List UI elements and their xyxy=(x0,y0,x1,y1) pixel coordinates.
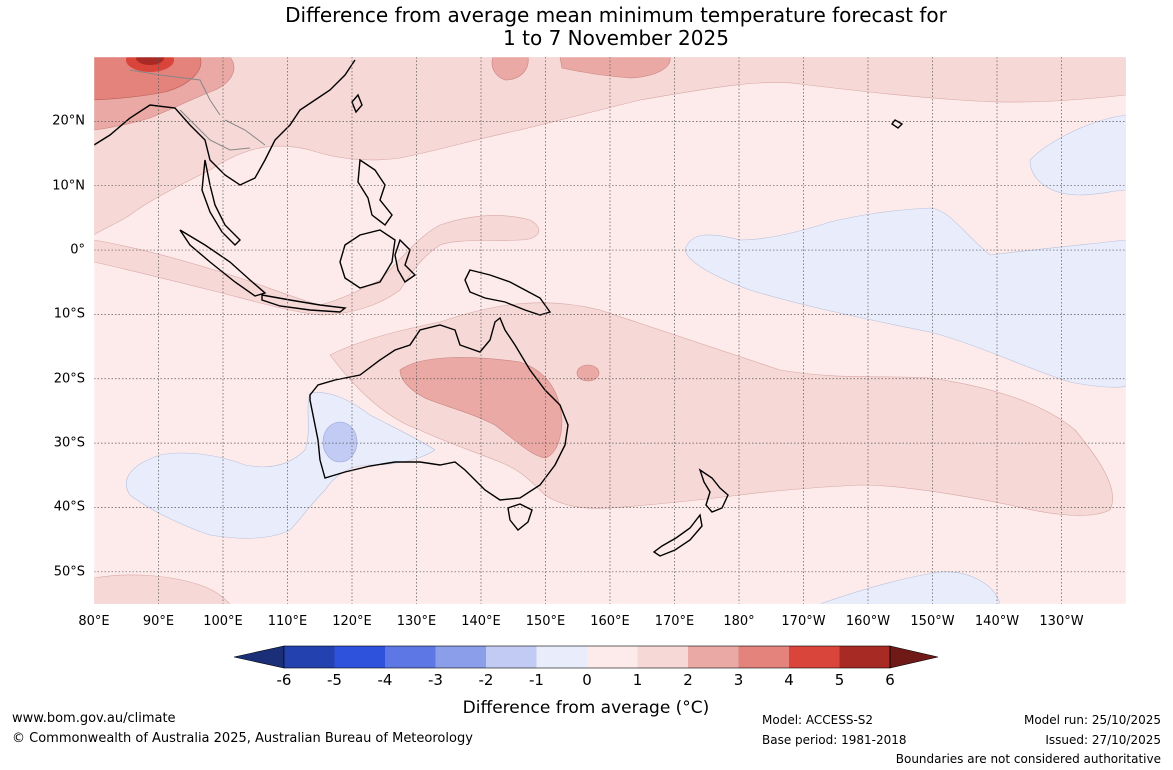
anomaly-region-1-to-2-indonesia xyxy=(94,215,539,316)
new-zealand-north-coast xyxy=(698,468,729,513)
new-zealand-south-coast xyxy=(652,513,703,557)
base-period-text: Base period: 1981-2018 xyxy=(762,733,907,747)
longitude-label: 110°E xyxy=(267,614,308,629)
anomaly-region-2-to-3-north-pacific xyxy=(559,57,671,79)
map-frame xyxy=(93,56,1127,605)
issued-text: Issued: 27/10/2025 xyxy=(1045,733,1161,747)
colorbar-tick-label: -1 xyxy=(529,671,544,689)
sumatra-coast xyxy=(179,229,267,297)
map-title: Difference from average mean minimum tem… xyxy=(0,4,1173,50)
anomaly-region-minus1-to-0-south-pacific xyxy=(819,571,1001,604)
longitude-label: 160°W xyxy=(845,614,891,629)
colorbar-tick-label: -4 xyxy=(377,671,393,689)
colorbar-tick-label: 3 xyxy=(733,671,744,689)
colorbar-segment xyxy=(587,646,638,668)
anomaly-region-2-to-3-coral-sea xyxy=(576,364,600,382)
colorbar-segment xyxy=(789,646,840,668)
longitude-label: 140°W xyxy=(974,614,1020,629)
colorbar-tick-label: 1 xyxy=(632,671,643,689)
new-guinea-coast xyxy=(464,269,552,316)
anomaly-region-minus1-to-0-east-pacific xyxy=(684,114,1126,388)
longitude-label: 80°E xyxy=(78,614,110,629)
colorbar xyxy=(233,645,939,669)
gridlines xyxy=(94,57,1126,604)
colorbar-segment xyxy=(738,646,789,668)
hawaii-coast xyxy=(890,119,904,129)
borneo-coast xyxy=(339,229,396,289)
website-text: www.bom.gov.au/climate xyxy=(12,711,176,726)
taiwan-coast xyxy=(351,93,363,114)
longitude-label: 150°W xyxy=(910,614,955,629)
colorbar-segment xyxy=(536,646,587,668)
colorbar-tick-label: -6 xyxy=(276,671,292,689)
longitude-label: 170°E xyxy=(654,614,695,629)
colorbar-segment xyxy=(284,646,335,668)
latitude-label: 50°S xyxy=(53,564,85,580)
anomaly-region-2-to-3-patch xyxy=(491,57,529,81)
anomaly-region-minus1-to-0-southwest xyxy=(125,392,436,539)
longitude-label: 130°W xyxy=(1039,614,1084,629)
colorbar-tick-label: -3 xyxy=(428,671,443,689)
longitude-label: 140°E xyxy=(461,614,501,629)
philippines-coast xyxy=(357,158,393,227)
colorbar-segment xyxy=(334,646,385,668)
anomaly-region-5-to-6 xyxy=(136,57,164,65)
longitude-label: 100°E xyxy=(203,614,243,629)
longitude-label: 170°W xyxy=(781,614,826,629)
colorbar-segment xyxy=(385,646,436,668)
latitude-label: 20°N xyxy=(52,113,85,129)
temperature-anomaly-map xyxy=(93,56,1127,605)
copyright-text: © Commonwealth of Australia 2025, Austra… xyxy=(12,731,473,746)
country-borders xyxy=(129,69,266,151)
longitude-label: 160°E xyxy=(590,614,630,629)
latitude-label: 30°S xyxy=(53,435,85,451)
colorbar-segment xyxy=(839,646,890,668)
mainland-asia-coast xyxy=(94,59,356,186)
colorbar-tick-label: -5 xyxy=(327,671,342,689)
longitude-label: 90°E xyxy=(142,614,175,629)
malay-peninsula-coast xyxy=(201,159,241,246)
title-line-1: Difference from average mean minimum tem… xyxy=(285,3,947,27)
colorbar-tick-label: 0 xyxy=(582,671,592,689)
colorbar-segment xyxy=(435,646,486,668)
disclaimer-text: Boundaries are not considered authoritat… xyxy=(895,752,1161,766)
latitude-label: 20°S xyxy=(53,371,85,387)
longitude-label: 150°E xyxy=(525,614,566,629)
anomaly-region-minus2-to-minus1 xyxy=(322,421,358,463)
sulawesi-coast xyxy=(394,238,417,284)
longitude-label: 130°E xyxy=(396,614,437,629)
colorbar-segment xyxy=(688,646,739,668)
longitude-label: 120°E xyxy=(332,614,372,629)
longitude-label: 180° xyxy=(723,614,755,629)
title-line-2: 1 to 7 November 2025 xyxy=(503,26,729,50)
colorbar-frame xyxy=(283,645,891,669)
colorbar-tick-label: -2 xyxy=(478,671,494,689)
colorbar-tick-label: 2 xyxy=(683,671,693,689)
latitude-label: 10°N xyxy=(52,178,85,194)
latitude-label: 10°S xyxy=(53,306,85,322)
latitude-label: 40°S xyxy=(53,499,85,515)
colorbar-extend-low xyxy=(233,645,285,669)
anomaly-region-3-to-4-china xyxy=(94,57,202,101)
colorbar-segment xyxy=(486,646,537,668)
colorbar-tick-label: 5 xyxy=(834,671,845,689)
colorbar-segment xyxy=(637,646,688,668)
tasmania-coast xyxy=(507,503,533,531)
model-text: Model: ACCESS-S2 xyxy=(762,713,874,727)
colorbar-label: Difference from average (°C) xyxy=(462,698,710,718)
colorbar-extend-high xyxy=(889,645,939,669)
colorbar-tick-label: 4 xyxy=(784,671,794,689)
java-coast xyxy=(261,294,347,313)
anomaly-region-1-to-2-southwest xyxy=(94,574,231,604)
anomaly-region-1-to-2-south-pacific xyxy=(329,302,1113,516)
latitude-label: 0° xyxy=(70,242,85,258)
colorbar-tick-label: 6 xyxy=(885,671,895,689)
model-run-text: Model run: 25/10/2025 xyxy=(1023,713,1161,727)
